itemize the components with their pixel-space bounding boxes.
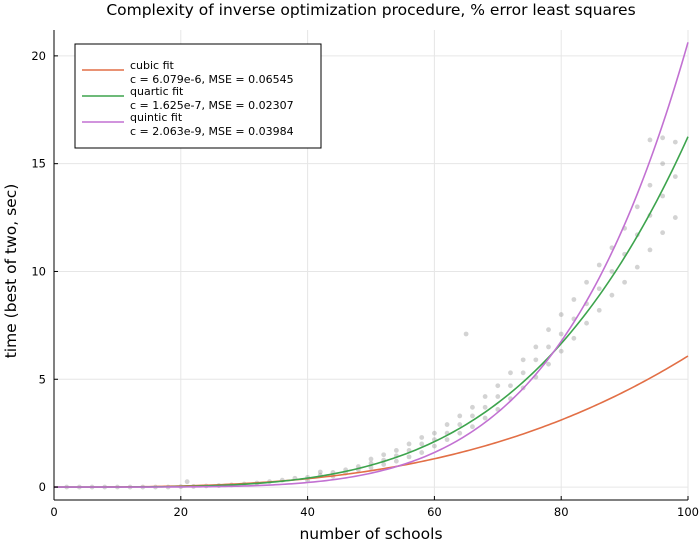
- scatter-point: [457, 430, 463, 436]
- scatter-point: [660, 230, 666, 236]
- scatter-point: [393, 448, 399, 453]
- y-tick-label: 5: [39, 372, 46, 386]
- scatter-point: [558, 331, 564, 337]
- x-axis-label: number of schools: [299, 525, 442, 543]
- scatter-point: [444, 437, 450, 443]
- scatter-point: [444, 422, 450, 427]
- legend-entry-detail: c = 2.063e-9, MSE = 0.03984: [130, 125, 294, 138]
- legend-entry-detail: c = 6.079e-6, MSE = 0.06545: [130, 73, 294, 86]
- scatter-point: [647, 247, 653, 253]
- scatter-point: [463, 331, 469, 337]
- scatter-point: [596, 307, 602, 313]
- x-tick-label: 60: [427, 505, 442, 519]
- scatter-point: [482, 415, 488, 421]
- legend-entry-name: cubic fit: [130, 59, 175, 72]
- scatter-point: [419, 435, 425, 440]
- scatter-point: [609, 269, 615, 274]
- scatter-point: [495, 394, 501, 399]
- scatter-point: [457, 422, 463, 427]
- scatter-point: [482, 394, 488, 399]
- scatter-point: [571, 335, 577, 341]
- scatter-point: [622, 279, 627, 285]
- scatter-point: [508, 383, 513, 389]
- y-tick-label: 20: [31, 49, 46, 63]
- scatter-point: [634, 204, 640, 210]
- scatter-point: [558, 312, 564, 317]
- scatter-point: [609, 292, 615, 298]
- scatter-point: [546, 361, 551, 367]
- scatter-point: [406, 441, 412, 447]
- legend-entry-name: quintic fit: [130, 111, 183, 124]
- scatter-point: [317, 469, 323, 475]
- scatter-point: [672, 215, 678, 220]
- y-tick-label: 10: [31, 264, 46, 278]
- tick-labels: 0 20 40 60 80 100 0 5 10 15 20: [31, 49, 699, 519]
- legend-entry-detail: c = 1.625e-7, MSE = 0.02307: [130, 99, 294, 112]
- scatter-point: [533, 357, 539, 363]
- x-tick-label: 40: [300, 505, 315, 519]
- x-tick-label: 80: [554, 505, 569, 519]
- scatter-point: [495, 383, 501, 389]
- scatter-point: [508, 370, 513, 376]
- scatter-point: [482, 404, 488, 410]
- scatter-point: [520, 370, 526, 376]
- scatter-point: [381, 452, 387, 458]
- scatter-point: [184, 479, 190, 485]
- quintic-fit-line: [54, 42, 689, 488]
- quartic-fit-line: [54, 136, 689, 488]
- scatter-point: [596, 262, 602, 268]
- scatter-point: [419, 450, 425, 455]
- scatter-point: [647, 182, 653, 188]
- scatter-point: [660, 135, 666, 141]
- scatter-point: [558, 348, 564, 354]
- scatter-point: [432, 430, 437, 436]
- scatter-point: [533, 344, 539, 350]
- scatter-point: [660, 161, 666, 167]
- scatter-points: [64, 135, 678, 490]
- scatter-point: [571, 297, 577, 302]
- scatter-point: [596, 286, 602, 292]
- fit-lines: [54, 42, 689, 488]
- scatter-point: [381, 462, 387, 467]
- scatter-point: [520, 357, 526, 363]
- x-tick-label: 0: [50, 505, 57, 519]
- scatter-point: [368, 456, 374, 462]
- scatter-point: [457, 413, 463, 419]
- scatter-point: [672, 139, 678, 145]
- scatter-point: [647, 137, 653, 143]
- scatter-point: [584, 279, 589, 285]
- x-tick-label: 100: [677, 505, 699, 519]
- scatter-point: [470, 424, 475, 430]
- scatter-point: [546, 344, 551, 350]
- scatter-point: [419, 441, 425, 447]
- scatter-point: [406, 454, 412, 460]
- scatter-point: [634, 264, 640, 270]
- scatter-point: [368, 465, 374, 471]
- y-axis-label: time (best of two, sec): [2, 184, 20, 359]
- y-tick-label: 15: [31, 157, 46, 171]
- axes: [53, 30, 688, 501]
- x-tick-label: 20: [173, 505, 188, 519]
- scatter-point: [470, 404, 475, 410]
- scatter-point: [546, 327, 551, 333]
- scatter-point: [393, 458, 399, 464]
- y-tick-label: 0: [39, 480, 46, 494]
- scatter-point: [470, 413, 475, 419]
- scatter-point: [584, 320, 589, 326]
- scatter-point: [432, 443, 437, 449]
- legend-entry-name: quartic fit: [130, 85, 184, 98]
- scatter-point: [672, 174, 678, 180]
- scatter-point: [660, 193, 666, 199]
- chart-title: Complexity of inverse optimization proce…: [106, 1, 635, 19]
